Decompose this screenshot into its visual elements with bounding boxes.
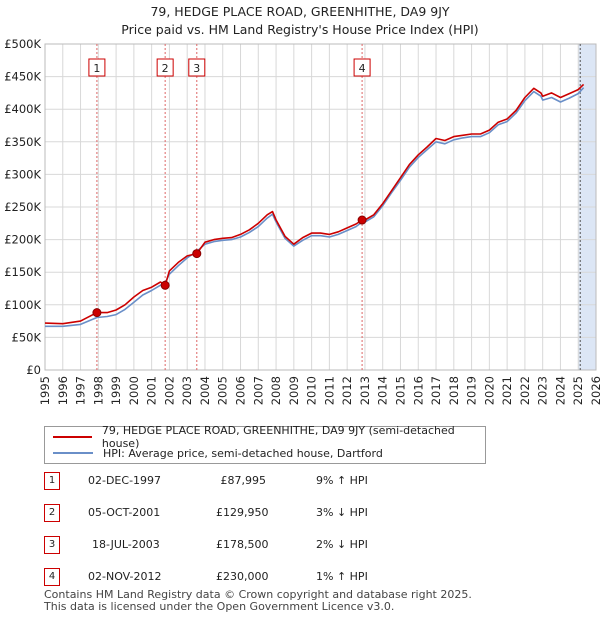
footer-copyright: Contains HM Land Registry data © Crown c… bbox=[44, 588, 472, 601]
x-tick-label: 2008 bbox=[269, 376, 283, 405]
sale-row: 1 02-DEC-1997 £87,995 9% ↑ HPI bbox=[44, 472, 404, 490]
sale-price: £129,950 bbox=[216, 506, 269, 519]
sale-point bbox=[192, 249, 202, 259]
x-tick-label: 2007 bbox=[251, 376, 265, 405]
sale-number-box bbox=[353, 58, 371, 77]
x-tick-label: 1996 bbox=[56, 376, 70, 405]
x-tick-label: 2016 bbox=[411, 376, 425, 405]
x-tick-label: 2006 bbox=[234, 376, 248, 405]
sale-price: £87,995 bbox=[220, 474, 267, 487]
sale-number-label: 3 bbox=[193, 62, 200, 75]
chart-title-line-2: Price paid vs. HM Land Registry's House … bbox=[121, 22, 479, 37]
x-tick-label: 2015 bbox=[393, 376, 407, 405]
x-tick-label: 2013 bbox=[358, 376, 372, 405]
sale-row: 4 02-NOV-2012 £230,000 1% ↑ HPI bbox=[44, 568, 404, 586]
sale-marker-label: 2 bbox=[44, 504, 60, 522]
sale-marker-label: 3 bbox=[44, 536, 60, 554]
y-tick-label: £200K bbox=[4, 233, 41, 247]
sale-point bbox=[357, 215, 367, 225]
legend-hpi: HPI: Average price, semi-detached house,… bbox=[53, 445, 383, 461]
sale-delta: 9% ↑ HPI bbox=[316, 474, 368, 487]
legend-property-swatch bbox=[53, 436, 92, 438]
price-chart: £0 £50K £100K £150K £200K £250K £300K £350K £400… bbox=[4, 37, 600, 405]
legend-property-label: 79, HEDGE PLACE ROAD, GREENHITHE, DA9 9J… bbox=[101, 424, 455, 450]
sale-number-box bbox=[156, 58, 174, 77]
x-tick-label: 2005 bbox=[216, 376, 230, 405]
x-tick-label: 2022 bbox=[518, 376, 532, 405]
x-tick-label: 1995 bbox=[38, 376, 52, 405]
chart-title-line-1: 79, HEDGE PLACE ROAD, GREENHITHE, DA9 9J… bbox=[150, 4, 450, 19]
x-tick-label: 2001 bbox=[145, 376, 159, 405]
x-tick-label: 2003 bbox=[180, 376, 194, 405]
x-tick-label: 2026 bbox=[589, 376, 600, 405]
x-tick-label: 2010 bbox=[305, 376, 319, 405]
sale-point bbox=[92, 308, 102, 318]
x-tick-label: 2018 bbox=[447, 376, 461, 405]
x-tick-label: 2011 bbox=[322, 376, 336, 405]
sale-number-box bbox=[188, 58, 206, 77]
legend-hpi-swatch bbox=[53, 452, 93, 454]
y-tick-label: £500K bbox=[4, 37, 41, 51]
x-tick-label: 2017 bbox=[429, 376, 443, 405]
sale-number-label: 4 bbox=[359, 62, 366, 75]
legend-hpi-label: HPI: Average price, semi-detached house,… bbox=[103, 446, 383, 460]
sale-delta: 3% ↓ HPI bbox=[316, 506, 368, 519]
x-tick-label: 1999 bbox=[109, 376, 123, 405]
x-tick-label: 1997 bbox=[74, 376, 88, 405]
x-tick-label: 2021 bbox=[500, 376, 514, 405]
legend-property: 79, HEDGE PLACE ROAD, GREENHITHE, DA9 9J… bbox=[53, 424, 485, 450]
sale-point bbox=[160, 280, 170, 290]
y-tick-label: £50K bbox=[12, 330, 42, 344]
sale-row: 3 18-JUL-2003 £178,500 2% ↓ HPI bbox=[44, 536, 404, 554]
x-tick-label: 2004 bbox=[198, 376, 212, 405]
x-tick-label: 2023 bbox=[536, 376, 550, 405]
sale-marker-label: 4 bbox=[44, 568, 60, 586]
x-tick-label: 2014 bbox=[376, 376, 390, 405]
sale-marker-label: 1 bbox=[44, 472, 60, 490]
y-tick-label: £400K bbox=[4, 102, 41, 116]
y-tick-label: £150K bbox=[4, 265, 41, 279]
x-tick-label: 2002 bbox=[162, 376, 176, 405]
y-tick-label: £350K bbox=[4, 135, 41, 149]
sale-date: 05-OCT-2001 bbox=[88, 506, 161, 519]
x-tick-label: 2024 bbox=[553, 376, 567, 405]
footer: Contains HM Land Registry data © Crown c… bbox=[44, 589, 472, 613]
x-tick-label: 2025 bbox=[571, 376, 585, 405]
sale-date: 18-JUL-2003 bbox=[92, 538, 160, 551]
y-tick-label: £0 bbox=[26, 363, 41, 377]
sale-delta: 1% ↑ HPI bbox=[316, 570, 368, 583]
property-price-line bbox=[44, 83, 585, 325]
sale-delta: 2% ↓ HPI bbox=[316, 538, 368, 551]
x-tick-label: 2020 bbox=[482, 376, 496, 405]
sale-date: 02-DEC-1997 bbox=[88, 474, 162, 487]
legend: 79, HEDGE PLACE ROAD, GREENHITHE, DA9 9J… bbox=[44, 424, 486, 464]
footer-license: This data is licensed under the Open Gov… bbox=[44, 600, 395, 613]
y-tick-label: £450K bbox=[4, 70, 41, 84]
sale-number-label: 2 bbox=[162, 62, 169, 75]
sale-number-box bbox=[88, 58, 106, 77]
y-tick-label: £250K bbox=[4, 200, 41, 214]
x-tick-label: 2012 bbox=[340, 376, 354, 405]
sale-number-label: 1 bbox=[93, 62, 100, 75]
x-tick-label: 2019 bbox=[465, 376, 479, 405]
x-tick-label: 1998 bbox=[91, 376, 105, 405]
sale-price: £178,500 bbox=[216, 538, 269, 551]
y-tick-label: £300K bbox=[4, 167, 41, 181]
sale-row: 2 05-OCT-2001 £129,950 3% ↓ HPI bbox=[44, 504, 404, 522]
x-tick-label: 2000 bbox=[127, 376, 141, 405]
plot-frame bbox=[44, 43, 597, 371]
x-tick-label: 2009 bbox=[287, 376, 301, 405]
sale-price: £230,000 bbox=[216, 570, 269, 583]
y-tick-label: £100K bbox=[4, 298, 41, 312]
sale-date: 02-NOV-2012 bbox=[88, 570, 162, 583]
